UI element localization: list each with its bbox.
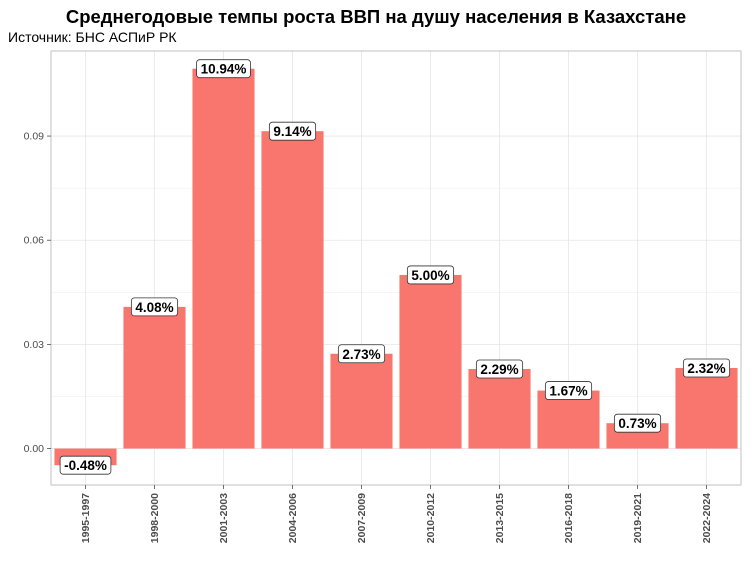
data-label-box [59, 455, 112, 475]
data-label: 4.08% [135, 300, 173, 315]
chart-subtitle: Источник: БНС АСПиР РК [8, 29, 177, 45]
x-tick-label: 2019-2021 [632, 493, 644, 543]
x-tick-label: 2001-2003 [218, 493, 230, 543]
data-label-box [475, 359, 524, 379]
data-label-box [544, 381, 593, 400]
data-label-box [337, 344, 386, 364]
data-label: -0.48% [64, 458, 107, 473]
data-label: 10.94% [201, 62, 247, 77]
x-tick-label: 2004-2006 [287, 493, 299, 543]
data-label-box [268, 121, 317, 141]
x-tick-label: 1995-1997 [80, 493, 92, 543]
bar [192, 68, 255, 449]
y-tick-label: 0.09 [24, 131, 45, 143]
data-label: 0.73% [618, 416, 656, 431]
data-label: 9.14% [273, 124, 311, 139]
data-label: 1.67% [549, 384, 587, 399]
x-tick-label: 2022-2024 [701, 493, 713, 543]
data-label: 5.00% [411, 268, 449, 283]
bar [468, 369, 531, 449]
bar [537, 390, 600, 449]
chart-title: Среднегодовые темпы роста ВВП на душу на… [65, 6, 687, 27]
bar [399, 274, 462, 449]
x-tick-label: 2013-2015 [494, 493, 506, 543]
y-tick-label: 0.00 [24, 443, 45, 455]
x-tick-label: 2016-2018 [563, 493, 575, 543]
y-tick-label: 0.06 [24, 235, 45, 247]
data-labels-layer: -0.48% 4.08% 10.94% 9.14% 2.73% 5.00% 2.29% 1.6… [59, 59, 731, 475]
data-label: 2.29% [480, 362, 518, 377]
x-tick-label: 2010-2012 [425, 493, 437, 543]
data-label: 2.73% [342, 347, 380, 362]
y-tick-label: 0.03 [24, 339, 45, 351]
bar [675, 367, 738, 449]
bar [330, 353, 393, 449]
data-label-box [682, 358, 731, 378]
panel-border [50, 50, 742, 486]
bars-layer [54, 68, 738, 466]
data-label-box [130, 297, 179, 317]
x-tick-label: 1998-2000 [149, 493, 161, 543]
bar [261, 131, 324, 449]
axis-layer: 0.00 0.03 0.06 0.09 1995-1997 1998-2000 2001-2… [24, 50, 742, 543]
data-label-box [196, 59, 251, 79]
data-label: 2.32% [687, 361, 725, 376]
data-label-box [613, 413, 662, 433]
bar [123, 306, 186, 449]
data-label-box [406, 265, 455, 285]
x-tick-label: 2007-2009 [356, 493, 368, 543]
